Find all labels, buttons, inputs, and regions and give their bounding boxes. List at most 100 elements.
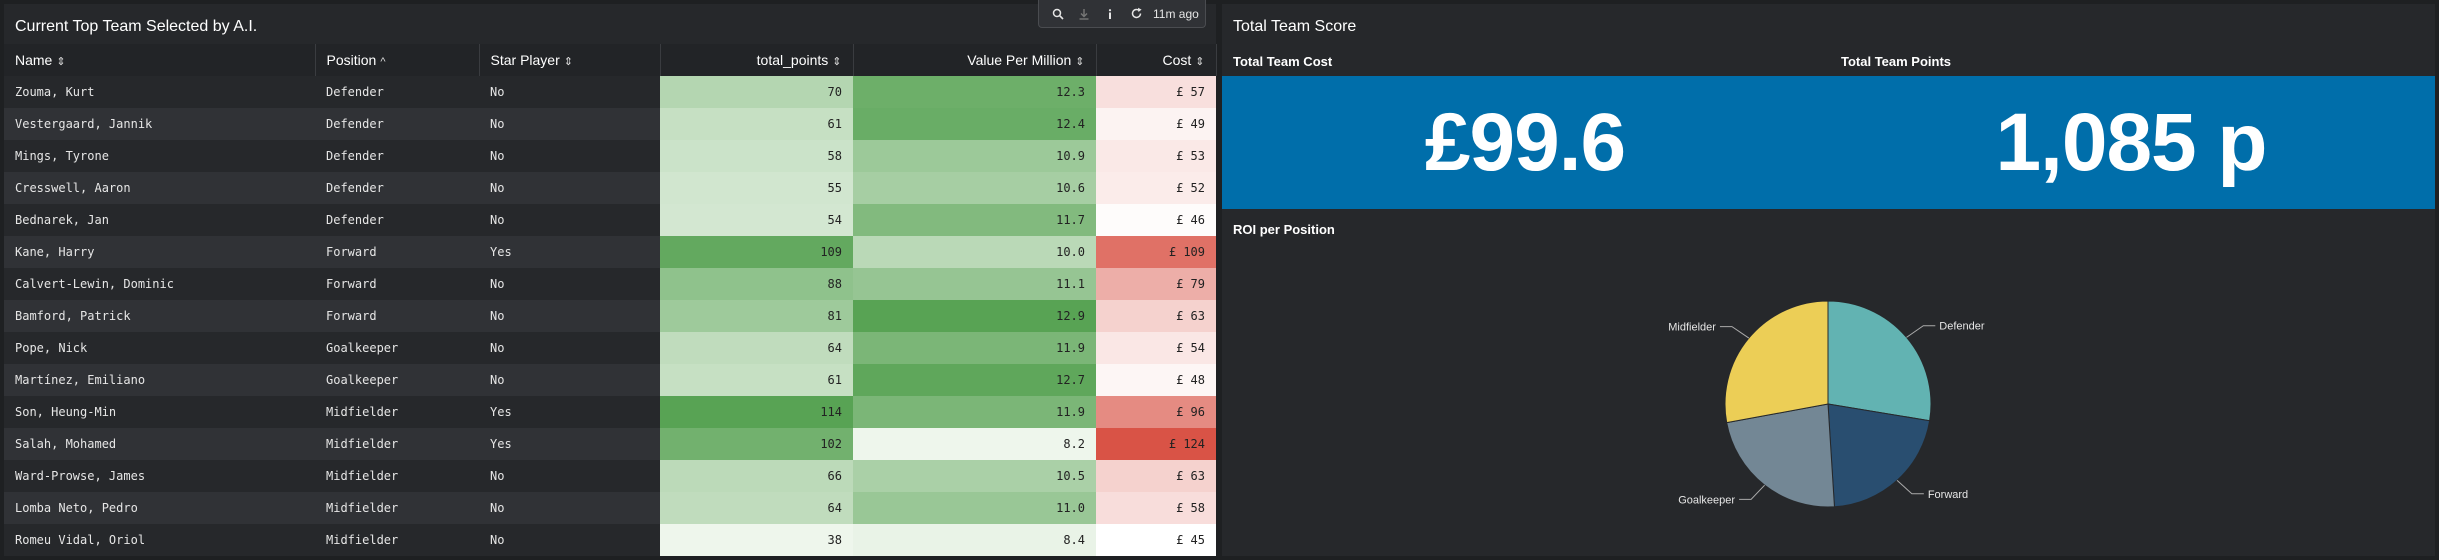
table-row[interactable]: Vestergaard, Jannik Defender No 61 12.4 £ 49	[4, 108, 1216, 140]
table-cell-name: Vestergaard, Jannik	[4, 108, 315, 140]
table-cell-cost: £ 79	[1096, 268, 1216, 300]
table-cell-total-points: 109	[660, 236, 853, 268]
table-cell-cost: £ 58	[1096, 492, 1216, 524]
pie-leader-line	[1719, 326, 1750, 339]
table-row[interactable]: Kane, Harry Forward Yes 109 10.0 £ 109	[4, 236, 1216, 268]
table-row[interactable]: Martínez, Emiliano Goalkeeper No 61 12.7 £ 48	[4, 364, 1216, 396]
column-header-cost[interactable]: Cost ⇕	[1096, 44, 1217, 76]
table-cell-cost: £ 46	[1096, 204, 1216, 236]
table-cell-value-per-million: 12.3	[853, 76, 1096, 108]
table-row[interactable]: Cresswell, Aaron Defender No 55 10.6 £ 52	[4, 172, 1216, 204]
team-table: Name ⇕ Position ^ Star Player ⇕ total_point…	[4, 44, 1217, 556]
table-cell-position: Defender	[315, 76, 479, 108]
pie-slice-midfielder[interactable]	[1724, 300, 1829, 424]
table-cell-value-per-million: 11.0	[853, 492, 1096, 524]
total-cost-value: £99.6	[1424, 97, 1626, 188]
last-updated-time: 11m ago	[1153, 6, 1199, 21]
table-row[interactable]: Calvert-Lewin, Dominic Forward No 88 11.1 £ 7…	[4, 268, 1216, 300]
total-cost-label: Total Team Cost	[1233, 54, 1333, 69]
table-cell-total-points: 38	[660, 524, 853, 556]
table-cell-value-per-million: 10.6	[853, 172, 1096, 204]
table-cell-star-player: No	[479, 492, 660, 524]
table-cell-star-player: No	[479, 140, 660, 172]
table-cell-position: Forward	[315, 236, 479, 268]
table-row[interactable]: Salah, Mohamed Midfielder Yes 102 8.2 £ 124	[4, 428, 1216, 460]
table-cell-star-player: No	[479, 172, 660, 204]
table-cell-cost: £ 49	[1096, 108, 1216, 140]
table-cell-name: Mings, Tyrone	[4, 140, 315, 172]
column-header-name[interactable]: Name ⇕	[4, 44, 316, 76]
table-cell-star-player: Yes	[479, 396, 660, 428]
table-cell-star-player: No	[479, 460, 660, 492]
table-cell-star-player: No	[479, 300, 660, 332]
table-cell-star-player: No	[479, 76, 660, 108]
table-cell-total-points: 70	[660, 76, 853, 108]
table-cell-position: Midfielder	[315, 460, 479, 492]
table-cell-total-points: 58	[660, 140, 853, 172]
table-cell-name: Pope, Nick	[4, 332, 315, 364]
table-cell-total-points: 61	[660, 364, 853, 396]
info-icon[interactable]	[1097, 2, 1123, 26]
table-cell-position: Goalkeeper	[315, 332, 479, 364]
table-cell-cost: £ 45	[1096, 524, 1216, 556]
total-points-label: Total Team Points	[1841, 54, 1952, 69]
pie-slice-defender[interactable]	[1827, 300, 1932, 422]
table-cell-cost: £ 96	[1096, 396, 1216, 428]
table-cell-star-player: No	[479, 268, 660, 300]
table-cell-position: Midfielder	[315, 492, 479, 524]
table-cell-name: Kane, Harry	[4, 236, 315, 268]
table-cell-position: Defender	[315, 172, 479, 204]
sort-icon: ⇕	[56, 56, 66, 68]
pie-slice-forward[interactable]	[1827, 403, 1931, 508]
panel-toolbar: 11m ago	[1038, 0, 1206, 28]
team-score-panel: Total Team Score Total Team Cost Total T…	[1222, 4, 2435, 556]
pie-leader-line	[1906, 325, 1936, 338]
table-cell-name: Calvert-Lewin, Dominic	[4, 268, 315, 300]
table-cell-value-per-million: 12.9	[853, 300, 1096, 332]
table-cell-position: Midfielder	[315, 428, 479, 460]
panel-title: Total Team Score	[1233, 18, 1357, 35]
table-cell-total-points: 66	[660, 460, 853, 492]
table-cell-position: Defender	[315, 204, 479, 236]
table-row[interactable]: Bednarek, Jan Defender No 54 11.7 £ 46	[4, 204, 1216, 236]
download-icon[interactable]	[1071, 2, 1097, 26]
table-body: Zouma, Kurt Defender No 70 12.3 £ 57 Vestergaa…	[4, 76, 1216, 556]
table-cell-star-player: Yes	[479, 236, 660, 268]
table-cell-cost: £ 109	[1096, 236, 1216, 268]
top-team-panel: Current Top Team Selected by A.I. 11m ag…	[4, 0, 1217, 556]
pie-label-defender: Defender	[1939, 321, 1985, 333]
table-cell-name: Ward-Prowse, James	[4, 460, 315, 492]
column-header-position[interactable]: Position ^	[315, 44, 480, 76]
table-row[interactable]: Bamford, Patrick Forward No 81 12.9 £ 63	[4, 300, 1216, 332]
table-cell-name: Zouma, Kurt	[4, 76, 315, 108]
table-cell-total-points: 61	[660, 108, 853, 140]
table-cell-value-per-million: 12.4	[853, 108, 1096, 140]
roi-pie-chart: Defender Forward Goalkeeper Midfielder	[1668, 300, 1985, 508]
table-cell-value-per-million: 11.1	[853, 268, 1096, 300]
sort-icon: ⇕	[832, 56, 842, 68]
pie-label-midfielder: Midfielder	[1668, 322, 1716, 334]
table-cell-position: Goalkeeper	[315, 364, 479, 396]
pie-label-forward: Forward	[1928, 489, 1968, 501]
table-row[interactable]: Lomba Neto, Pedro Midfielder No 64 11.0 £ 58	[4, 492, 1216, 524]
column-header-star-player[interactable]: Star Player ⇕	[479, 44, 661, 76]
table-cell-position: Defender	[315, 108, 479, 140]
column-header-total-points[interactable]: total_points ⇕	[660, 44, 854, 76]
refresh-icon[interactable]	[1123, 2, 1149, 26]
table-cell-cost: £ 48	[1096, 364, 1216, 396]
table-row[interactable]: Pope, Nick Goalkeeper No 64 11.9 £ 54	[4, 332, 1216, 364]
table-row[interactable]: Zouma, Kurt Defender No 70 12.3 £ 57	[4, 76, 1216, 108]
table-cell-star-player: No	[479, 364, 660, 396]
table-cell-cost: £ 52	[1096, 172, 1216, 204]
search-icon[interactable]	[1045, 2, 1071, 26]
table-row[interactable]: Ward-Prowse, James Midfielder No 66 10.5 £ 63	[4, 460, 1216, 492]
table-cell-cost: £ 63	[1096, 460, 1216, 492]
table-cell-total-points: 88	[660, 268, 853, 300]
column-header-value-per-million[interactable]: Value Per Million ⇕	[853, 44, 1097, 76]
table-row[interactable]: Romeu Vidal, Oriol Midfielder No 38 8.4 £ 45	[4, 524, 1216, 556]
table-row[interactable]: Mings, Tyrone Defender No 58 10.9 £ 53	[4, 140, 1216, 172]
table-cell-position: Forward	[315, 300, 479, 332]
table-row[interactable]: Son, Heung-Min Midfielder Yes 114 11.9 £ 96	[4, 396, 1216, 428]
table-cell-star-player: No	[479, 332, 660, 364]
pie-leader-line	[1896, 480, 1924, 495]
